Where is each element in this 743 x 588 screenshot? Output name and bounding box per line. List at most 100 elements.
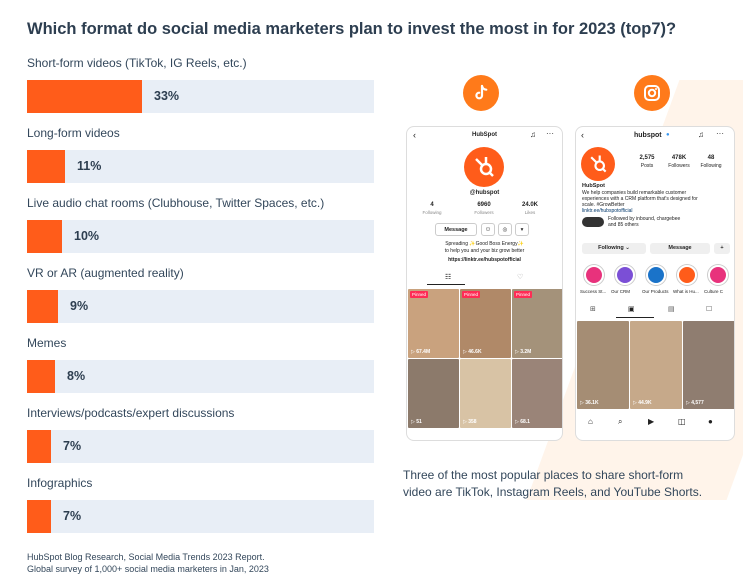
view-count: ▷ 44.9K	[633, 400, 652, 406]
grid-icon[interactable]: ☷	[445, 274, 452, 281]
profile-icon[interactable]: ●	[708, 417, 713, 426]
following-count: 48	[707, 155, 715, 161]
bar-value-label: 9%	[70, 299, 89, 313]
bar-track: 9%	[27, 290, 374, 323]
chart-title: Which format do social media marketers p…	[27, 20, 677, 38]
highlight-circle[interactable]	[677, 265, 697, 285]
view-count: ▷ 67.4M	[411, 349, 431, 355]
tiktok-header: HubSpot	[472, 132, 497, 138]
dropdown-icon[interactable]: ▾	[515, 223, 529, 236]
video-thumbnail[interactable]: Pinned ▷ 67.4M	[408, 289, 459, 358]
bar	[27, 220, 62, 253]
bar	[27, 150, 65, 183]
message-button[interactable]: Message	[650, 243, 710, 254]
pinned-badge: Pinned	[410, 291, 429, 298]
reel-thumbnail[interactable]: ▷ 36.1K	[577, 321, 629, 409]
view-count: ▷ 4,577	[686, 400, 704, 406]
video-thumbnail[interactable]: Pinned ▷ 3.2M	[512, 289, 562, 358]
caption: Three of the most popular places to shar…	[403, 468, 703, 499]
view-count: ▷ 46.6K	[463, 349, 482, 355]
tab-indicator	[427, 284, 465, 285]
followed-by-line-1: Followed by inbound, chargebee	[608, 216, 681, 222]
add-user-icon[interactable]: +	[714, 243, 730, 254]
highlight-label: Culture C	[704, 289, 724, 294]
following-count: 4	[430, 202, 434, 208]
ig-bio-line-3: scale. #GrowBetter	[582, 202, 625, 208]
message-button[interactable]: Message	[435, 223, 477, 236]
highlight-label: Success St...	[580, 289, 607, 294]
bar	[27, 430, 51, 463]
video-thumbnail[interactable]: ▷ 68.1	[512, 359, 562, 428]
grid-icon[interactable]: ⊞	[590, 306, 596, 313]
bar-value-label: 10%	[74, 229, 100, 243]
bell-icon[interactable]: ♫	[698, 130, 704, 139]
search-icon[interactable]: ⌕	[618, 417, 623, 426]
video-thumbnail[interactable]: ▷ 358	[460, 359, 511, 428]
bar	[27, 360, 55, 393]
bar-value-label: 7%	[63, 439, 82, 453]
video-thumbnail[interactable]: ▷ 51	[408, 359, 459, 428]
bell-icon[interactable]: ♫	[530, 130, 536, 139]
bar-value-label: 7%	[63, 509, 82, 523]
reels-nav-icon[interactable]: ▶	[648, 417, 655, 426]
bar-value-label: 8%	[67, 369, 86, 383]
category-label: Live audio chat rooms (Clubhouse, Twitte…	[27, 196, 325, 210]
bar	[27, 290, 58, 323]
bar-track: 7%	[27, 430, 374, 463]
verified-icon: ●	[666, 132, 670, 138]
tab-indicator	[616, 317, 654, 318]
source-line-1: HubSpot Blog Research, Social Media Tren…	[27, 552, 265, 562]
ig-bio-line-1: We help companies build remarkable custo…	[582, 190, 687, 196]
posts-count: 2,575	[639, 155, 655, 161]
instagram-profile-screenshot: ‹ hubspot ● ♫ ··· 2,575 Posts 478K Follo…	[575, 126, 735, 441]
view-count: ▷ 3.2M	[515, 349, 532, 355]
followed-by-line-2: and 85 others	[608, 222, 639, 228]
guides-icon[interactable]: ▤	[668, 306, 675, 313]
view-count: ▷ 358	[463, 419, 477, 425]
category-label: Short-form videos (TikTok, IG Reels, etc…	[27, 56, 247, 70]
view-count: ▷ 51	[411, 419, 422, 425]
reels-icon[interactable]: ▣	[628, 306, 635, 313]
add-friend-icon[interactable]: ⚇	[481, 223, 495, 236]
following-button[interactable]: Following ⌄	[582, 243, 646, 254]
reel-thumbnail[interactable]: ▷ 4,577	[683, 321, 734, 409]
avatar	[581, 147, 615, 181]
highlight-circle[interactable]	[615, 265, 635, 285]
back-icon[interactable]: ‹	[581, 130, 584, 140]
category-label: Memes	[27, 336, 67, 350]
ig-username: hubspot	[634, 132, 662, 139]
home-icon[interactable]: ⌂	[588, 417, 593, 426]
category-label: Interviews/podcasts/expert discussions	[27, 406, 235, 420]
ig-link[interactable]: linktr.ee/hubspotofficial	[582, 208, 633, 214]
bar-track: 10%	[27, 220, 374, 253]
followers-label: Followers	[668, 163, 690, 169]
video-thumbnail[interactable]: Pinned ▷ 46.6K	[460, 289, 511, 358]
bar-value-label: 33%	[154, 89, 180, 103]
category-label: Long-form videos	[27, 126, 120, 140]
bio-line-1: Spreading ✨Good Boss Energy✨	[445, 241, 524, 247]
highlight-circle[interactable]	[708, 265, 728, 285]
instagram-link-icon[interactable]: ◎	[498, 223, 512, 236]
highlight-label: Our Products	[642, 289, 669, 294]
more-icon[interactable]: ···	[546, 129, 554, 138]
back-icon[interactable]: ‹	[413, 130, 416, 140]
followers-count: 478K	[671, 155, 687, 161]
tiktok-profile-screenshot: ‹ HubSpot ♫ ··· @hubspot 4 Following 696…	[406, 126, 563, 441]
shop-icon[interactable]: ◫	[678, 417, 686, 426]
ig-name: HubSpot	[582, 183, 605, 189]
bar-value-label: 11%	[77, 159, 102, 173]
ig-bio-line-2: experiences with a CRM platform that's d…	[582, 196, 698, 202]
more-icon[interactable]: ···	[716, 129, 724, 138]
posts-label: Posts	[640, 163, 654, 169]
reel-thumbnail[interactable]: ▷ 44.9K	[630, 321, 682, 409]
view-count: ▷ 36.1K	[580, 400, 599, 406]
tagged-icon[interactable]: ☐	[706, 306, 713, 313]
tiktok-icon	[463, 75, 499, 111]
highlight-circle[interactable]	[584, 265, 604, 285]
bio-link[interactable]: https://linktr.ee/hubspotofficial	[448, 257, 521, 263]
bar-track: 11%	[27, 150, 374, 183]
highlight-label: What is Hu...	[673, 289, 699, 294]
highlight-circle[interactable]	[646, 265, 666, 285]
liked-icon[interactable]: ♡	[517, 274, 524, 281]
followers-label: Followers	[474, 210, 494, 215]
